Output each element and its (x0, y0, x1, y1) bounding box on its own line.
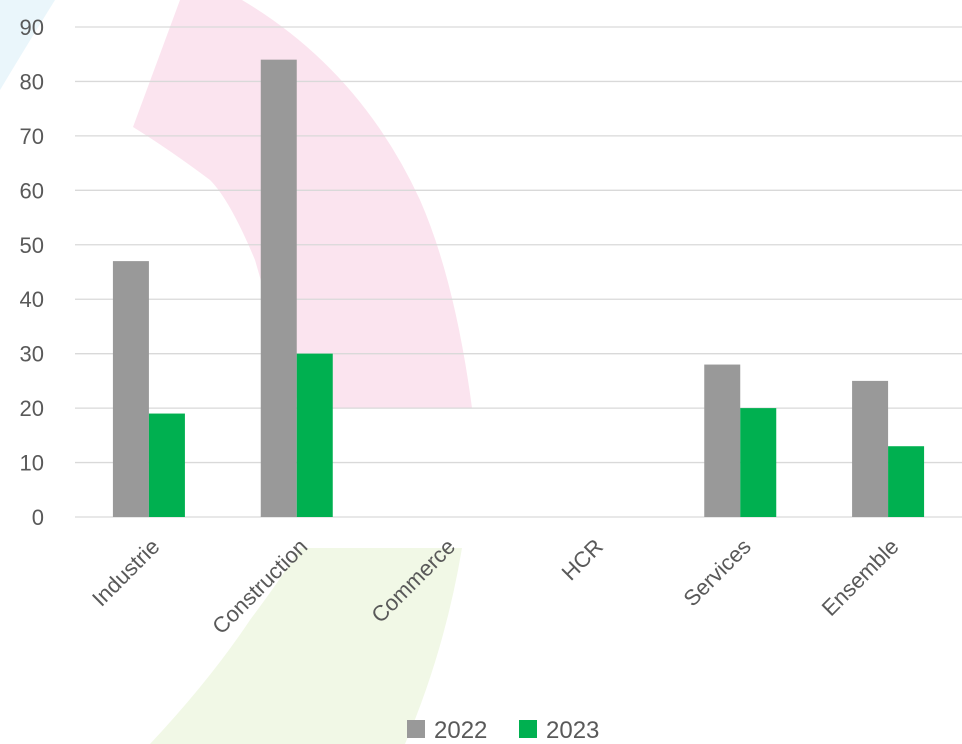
y-tick-label: 70 (20, 124, 44, 149)
bar-2022-ensemble (852, 380, 889, 517)
bar-2022-construction (260, 59, 297, 518)
watermark-blue-shape (0, 0, 55, 90)
y-tick-label: 40 (20, 287, 44, 312)
x-tick-label: Industrie (87, 534, 164, 611)
x-tick-label: Ensemble (817, 534, 904, 621)
gridlines (75, 26, 962, 518)
bars (112, 59, 925, 518)
y-tick-label: 20 (20, 396, 44, 421)
background-watermark (0, 0, 472, 744)
bar-2023-construction (296, 353, 333, 517)
x-tick-label: Services (678, 534, 755, 611)
legend-label: 2023 (546, 717, 599, 744)
y-tick-label: 50 (20, 233, 44, 258)
y-tick-label: 10 (20, 451, 44, 476)
watermark-green-shape (150, 548, 462, 744)
bar-2023-industrie (148, 413, 185, 517)
x-axis: Industrie Construction Commerce HCR Services… (87, 534, 904, 639)
watermark-pink-shape (133, 0, 472, 408)
y-tick-label: 30 (20, 342, 44, 367)
legend-swatch (407, 720, 425, 738)
bar-2022-services (704, 364, 741, 517)
legend: 2022 2023 (407, 717, 599, 744)
bar-2023-ensemble (888, 446, 925, 517)
y-tick-label: 90 (20, 15, 44, 40)
y-axis: 0 10 20 30 40 50 60 70 80 90 (20, 15, 44, 530)
y-tick-label: 80 (20, 69, 44, 94)
y-tick-label: 60 (20, 178, 44, 203)
legend-swatch (519, 720, 537, 738)
y-tick-label: 0 (32, 505, 44, 530)
x-tick-label: HCR (557, 534, 608, 585)
bar-2023-services (740, 408, 777, 517)
bar-2022-industrie (112, 261, 149, 517)
legend-label: 2022 (434, 717, 487, 744)
